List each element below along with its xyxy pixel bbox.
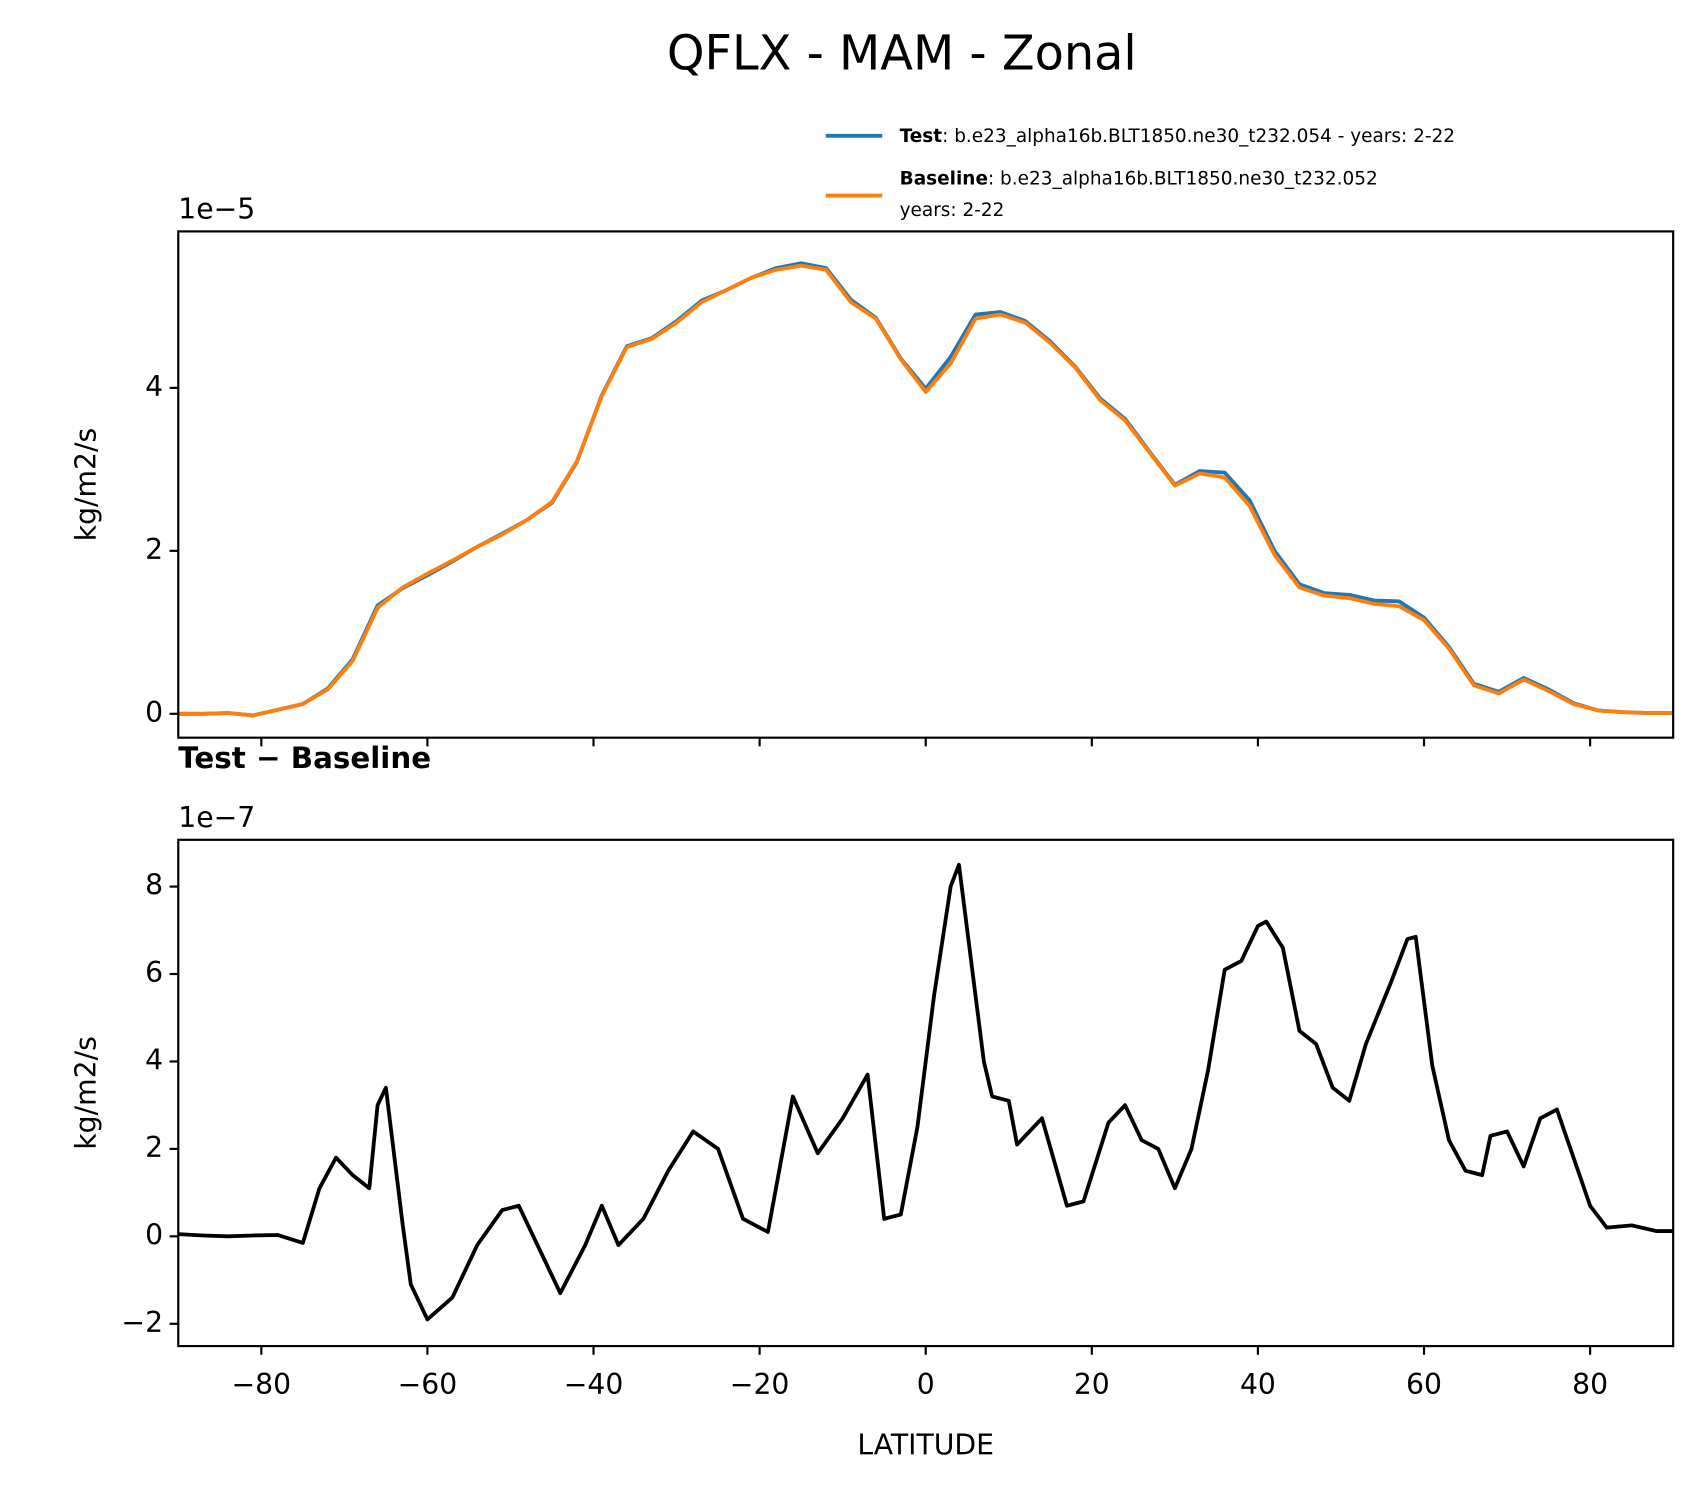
x-tick-label: −40 xyxy=(564,1368,624,1401)
legend-text: years: 2-22 xyxy=(900,200,1005,221)
x-tick-label: 0 xyxy=(917,1368,935,1401)
series-line xyxy=(178,263,1674,718)
offset-text: 1e−7 xyxy=(178,801,255,834)
x-tick-label: 20 xyxy=(1074,1368,1110,1401)
y-tick-label: 2 xyxy=(145,533,163,566)
legend-entry: Baseline: b.e23_alpha16b.BLT1850.ne30_t2… xyxy=(900,168,1378,189)
legend-text: : b.e23_alpha16b.BLT1850.ne30_t232.054 -… xyxy=(942,126,1455,147)
y-tick-label: 4 xyxy=(145,370,163,403)
y-axis-label: kg/m2/s xyxy=(70,1036,103,1149)
x-tick-label: −80 xyxy=(232,1368,292,1401)
y-tick-label: 2 xyxy=(145,1131,163,1164)
x-tick-label: −20 xyxy=(730,1368,790,1401)
y-tick-label: 8 xyxy=(145,869,163,902)
x-tick-label: 60 xyxy=(1406,1368,1442,1401)
y-tick-label: 0 xyxy=(145,696,163,729)
x-tick-label: −60 xyxy=(398,1368,458,1401)
y-tick-label: 4 xyxy=(145,1043,163,1076)
offset-text: 1e−5 xyxy=(178,192,255,225)
legend-name: Test xyxy=(900,126,943,147)
axes-frame xyxy=(177,838,1675,1348)
x-axis-label: LATITUDE xyxy=(857,1429,994,1462)
y-axis-label: kg/m2/s xyxy=(70,428,103,541)
legend-entry: Test: b.e23_alpha16b.BLT1850.ne30_t232.0… xyxy=(900,126,1455,147)
axes-title: Test − Baseline xyxy=(178,741,431,775)
legend-name: Baseline xyxy=(900,168,988,189)
axes-frame xyxy=(177,230,1675,739)
y-tick-label: 6 xyxy=(145,956,163,989)
x-tick-label: 40 xyxy=(1240,1368,1276,1401)
figure-title: QFLX - MAM - Zonal xyxy=(667,26,1137,81)
x-tick-label: 80 xyxy=(1572,1368,1608,1401)
y-tick-label: −2 xyxy=(121,1306,163,1339)
series-line xyxy=(178,862,1674,1322)
y-tick-label: 0 xyxy=(145,1218,163,1251)
legend-text: : b.e23_alpha16b.BLT1850.ne30_t232.052 xyxy=(988,168,1378,189)
